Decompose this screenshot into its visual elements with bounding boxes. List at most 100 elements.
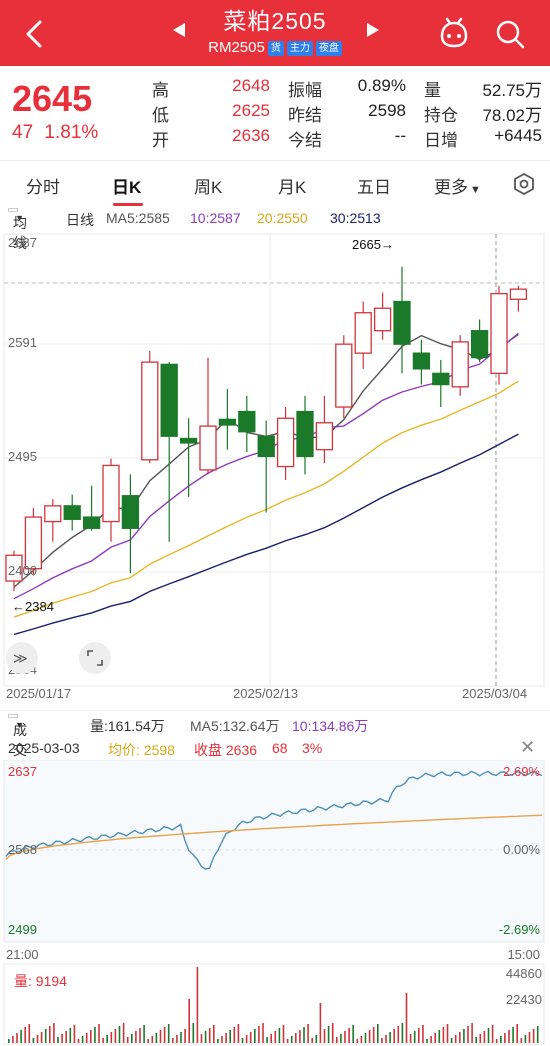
intraday-volume-bar (155, 1033, 158, 1043)
intraday-volume-bar (360, 1036, 363, 1043)
volume-value: 量:161.54万 (90, 718, 165, 734)
tab-intraday[interactable]: 分时 (26, 178, 60, 197)
intraday-volume-bar (479, 1034, 482, 1043)
last-price: 2645 (12, 78, 93, 119)
intraday-volume-bar (532, 1029, 535, 1043)
intraday-volume-bar (217, 1039, 219, 1043)
intraday-volume-bar (139, 1028, 141, 1043)
y-tick: 2591 (8, 335, 37, 350)
expand-left-button[interactable] (6, 642, 38, 674)
back-arrow-icon[interactable] (14, 14, 54, 54)
tab-monthly-k[interactable]: 月K (278, 178, 307, 197)
intraday-volume-bar (323, 1029, 326, 1043)
intraday-volume-bar (299, 1030, 301, 1043)
settings-hexagon-icon[interactable] (512, 172, 536, 196)
annotation-low: ←2384 (12, 599, 54, 614)
intraday-volume-bar (32, 1038, 35, 1043)
intraday-volume-bar (188, 999, 190, 1043)
stat-amplitude-value: 0.89% (357, 76, 406, 95)
intraday-volume-bar (364, 1033, 367, 1043)
intraday-pct-bottom: -2.69% (499, 922, 541, 937)
intraday-volume-bar (184, 1029, 186, 1043)
intraday-volume-bar (491, 1025, 494, 1043)
intraday-volume-bar (200, 1034, 203, 1043)
intraday-volume-bar (426, 1039, 428, 1043)
intraday-volume-bar (475, 1037, 477, 1043)
intraday-volume-bar (28, 1024, 31, 1043)
intraday-volume-bar (163, 1027, 166, 1043)
intraday-volume-bar (135, 1031, 137, 1043)
intraday-volume-bar (241, 1038, 244, 1043)
intraday-volume-bar (245, 1035, 248, 1043)
intraday-frame (3, 760, 545, 943)
fullscreen-button[interactable] (79, 642, 111, 674)
prev-contract-icon[interactable] (172, 22, 186, 38)
tab-more[interactable]: 更多 ▼ (434, 173, 481, 198)
volume-ma10: 10:134.86万 (292, 718, 369, 734)
change-value: 47 (12, 122, 34, 143)
intraday-volume-bar (53, 1023, 55, 1043)
tab-more-label: 更多 (434, 178, 468, 197)
intraday-volume-bar (303, 1027, 305, 1043)
close-icon[interactable]: ✕ (520, 737, 536, 757)
x-tick: 2025/03/04 (462, 686, 527, 701)
intraday-volume-bar (73, 1025, 76, 1043)
intraday-volume-bar (528, 1032, 531, 1043)
intraday-volume-bar (471, 1023, 473, 1043)
intraday-volume-bar (434, 1033, 436, 1043)
intraday-volume-bar (151, 1036, 154, 1043)
intraday-volume-bar (77, 1039, 80, 1043)
intraday-volume-bar (512, 1027, 514, 1043)
intraday-volume-bar (377, 1024, 379, 1043)
stat-volume-value: 52.75万 (482, 81, 542, 100)
tab-five-day[interactable]: 五日 (357, 178, 391, 197)
intraday-volume-bar (340, 1034, 342, 1043)
candlestick-chart[interactable]: 2687 2591 2495 2400 2304 2025/01/17 2025… (0, 232, 550, 708)
dropdown-triangle-icon: ▼ (470, 184, 481, 196)
stat-oi-label: 持仓 (424, 106, 458, 125)
intraday-volume-bar (438, 1030, 441, 1043)
tab-weekly-k[interactable]: 周K (194, 178, 223, 197)
intraday-volume-bar (459, 1032, 461, 1043)
intraday-volume-bar (12, 1036, 14, 1043)
intraday-chart[interactable]: 2637 2568 2499 2.69% 0.00% -2.69% 21:00 … (0, 760, 550, 1046)
intraday-volume-bar (500, 1036, 502, 1043)
intraday-volume-bar (409, 1034, 412, 1043)
volume-selector[interactable]: 成交量▼ (8, 714, 27, 778)
candle-up (335, 343, 353, 408)
intraday-volume-bar (172, 1038, 174, 1043)
intraday-avg-line (5, 814, 543, 860)
contract-code: RM2505 (208, 39, 265, 56)
intraday-volume-bar (122, 1023, 125, 1043)
candle-up (141, 361, 159, 461)
intraday-volume-bar (90, 1030, 92, 1043)
intraday-date: 2025-03-03 (8, 740, 80, 756)
community-icon[interactable] (436, 16, 472, 52)
intraday-volume-bar (8, 1039, 10, 1043)
intraday-header: 2025-03-03 均价: 2598 收盘 2636 68 3% ✕ (0, 737, 550, 760)
page-title: 菜粕2505 (223, 8, 327, 34)
indicator-selector[interactable]: 均线 ▼ (8, 208, 27, 251)
next-contract-icon[interactable] (366, 22, 380, 38)
intraday-volume-bar (336, 1037, 338, 1043)
dropdown-triangle-icon: ▼ (15, 720, 24, 730)
intraday-volume-bar (106, 1035, 108, 1043)
intraday-price-line (5, 770, 543, 870)
tab-daily-k[interactable]: 日K (112, 178, 142, 197)
intraday-volume-bar (114, 1029, 117, 1043)
intraday-volume-bar (229, 1030, 231, 1043)
active-tab-indicator (113, 203, 143, 206)
intraday-volume-bar (430, 1036, 432, 1043)
ma30-line (13, 433, 519, 636)
stat-oi-value: 78.02万 (482, 106, 542, 125)
search-icon[interactable] (492, 16, 528, 52)
intraday-volume-bar (204, 1031, 207, 1043)
intraday-volume-bar (483, 1031, 486, 1043)
intraday-volume-bar (393, 1029, 395, 1043)
tag-night: 夜盘 (315, 40, 342, 56)
intraday-volume-bar (508, 1030, 510, 1043)
intraday-y-bottom: 2499 (8, 922, 37, 937)
period-tabs: 分时 日K 周K 月K 五日 更多 ▼ (0, 160, 550, 206)
fullscreen-icon (87, 650, 103, 666)
candle-up (354, 312, 372, 354)
